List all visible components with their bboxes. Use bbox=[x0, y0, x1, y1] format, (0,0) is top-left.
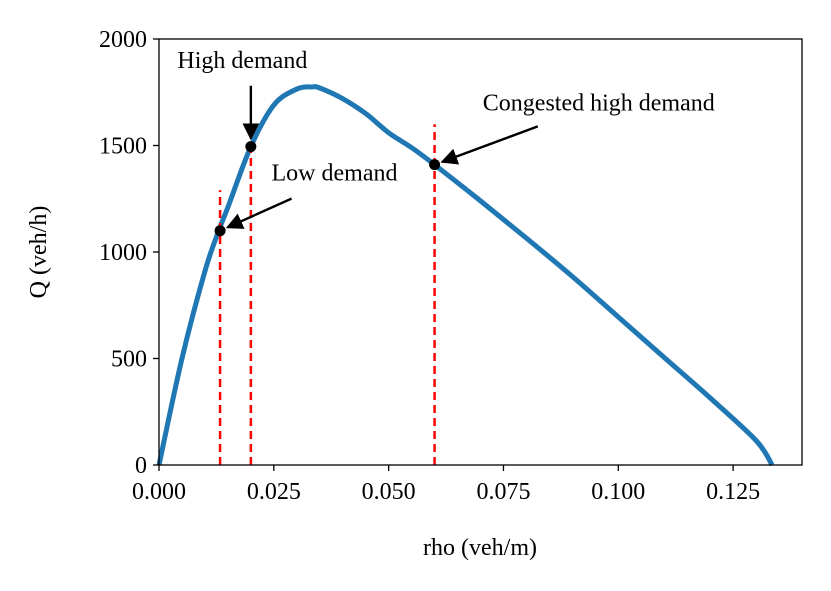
annotation-arrow-2 bbox=[440, 125, 539, 165]
marker-point-2 bbox=[429, 159, 441, 171]
annotation-arrow-0 bbox=[225, 197, 293, 229]
x-tick-label-4: 0.100 bbox=[591, 479, 645, 505]
x-tick-label-0: 0.000 bbox=[132, 479, 186, 505]
y-tick-label-0: 0 bbox=[135, 453, 147, 479]
annotation-label-0: Low demand bbox=[272, 161, 398, 187]
y-axis-label: Q (veh/h) bbox=[26, 206, 52, 299]
annotation-label-1: High demand bbox=[177, 48, 307, 74]
y-tick-label-1: 500 bbox=[111, 347, 147, 373]
annotation-label-2: Congested high demand bbox=[483, 90, 715, 116]
marker-point-0 bbox=[214, 225, 226, 237]
marker-point-1 bbox=[245, 141, 257, 153]
y-tick-label-4: 2000 bbox=[99, 27, 147, 53]
y-tick-label-2: 1000 bbox=[99, 240, 147, 266]
x-tick-label-2: 0.050 bbox=[362, 479, 416, 505]
x-tick-label-1: 0.025 bbox=[247, 479, 301, 505]
x-tick-label-3: 0.075 bbox=[476, 479, 530, 505]
x-axis-label: rho (veh/m) bbox=[423, 535, 537, 561]
plot-area bbox=[156, 84, 775, 467]
y-tick-label-3: 1500 bbox=[99, 134, 147, 160]
x-tick-label-5: 0.125 bbox=[706, 479, 760, 505]
